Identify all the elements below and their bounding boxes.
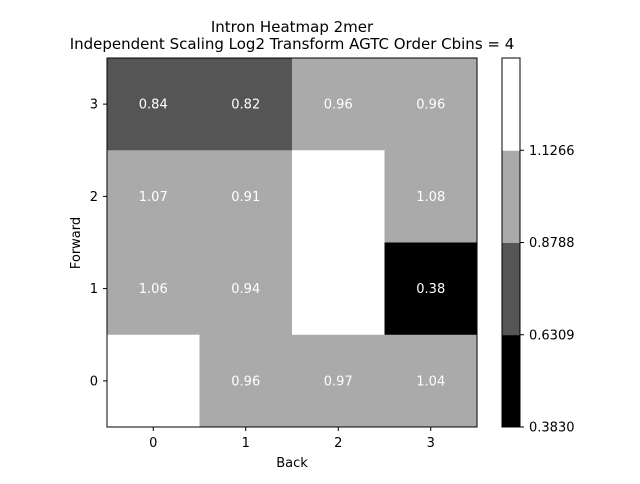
- heatmap-cell: [107, 334, 200, 428]
- cell-value-label: 1.07: [139, 190, 168, 205]
- y-axis-ticks: 0 1 2 3: [90, 98, 107, 389]
- cell-value-label: 0.94: [231, 282, 260, 297]
- x-tick-label: 1: [242, 436, 250, 451]
- x-tick-label: 0: [149, 436, 157, 451]
- y-tick-label: 0: [90, 374, 98, 389]
- colorbar-segment: [502, 334, 520, 428]
- cell-value-label: 0.91: [231, 190, 260, 205]
- cell-value-label: 0.96: [416, 98, 445, 113]
- x-tick-label: 2: [334, 436, 342, 451]
- heatmap-cells: [107, 58, 478, 428]
- heatmap-cell: [199, 334, 293, 428]
- plot-frame: [106, 57, 478, 428]
- colorbar: 0.3830 0.6309 0.8788 1.1266: [501, 57, 575, 436]
- heatmap-cell: [292, 334, 385, 428]
- heatmap-cell: [107, 58, 200, 151]
- y-axis-label: Forward: [69, 217, 84, 269]
- chart-title: Intron Heatmap 2mer: [211, 18, 374, 36]
- x-tick-label: 3: [427, 436, 435, 451]
- cell-value-label: 1.06: [139, 282, 168, 297]
- colorbar-segment: [502, 58, 520, 151]
- cell-value-label: 0.82: [231, 98, 260, 113]
- colorbar-tick-label: 0.3830: [529, 421, 575, 436]
- cell-value-label: 0.38: [416, 282, 445, 297]
- heatmap-cell: [292, 150, 385, 243]
- x-axis-ticks: 0 1 2 3: [149, 427, 435, 451]
- colorbar-tick-label: 1.1266: [529, 144, 575, 159]
- cell-value-label: 0.84: [139, 98, 168, 113]
- heatmap-cell: [384, 242, 478, 336]
- heatmap-cell: [199, 58, 293, 151]
- heatmap-cell: [107, 242, 200, 336]
- y-tick-label: 1: [90, 282, 98, 297]
- colorbar-tick-label: 0.6309: [529, 328, 575, 343]
- y-tick-label: 2: [90, 190, 98, 205]
- colorbar-segment: [502, 242, 520, 336]
- x-axis-label: Back: [276, 456, 308, 471]
- heatmap-cell: [384, 334, 478, 428]
- heatmap-cell: [199, 242, 293, 336]
- cell-value-label: 0.96: [324, 98, 353, 113]
- heatmap-cell: [384, 150, 478, 243]
- chart-subtitle: Independent Scaling Log2 Transform AGTC …: [70, 35, 515, 53]
- cell-value-label: 0.96: [231, 374, 260, 389]
- cell-value-labels: 0.84 0.82 0.96 0.96 1.07 0.91 1.08 1.06 0.94 0.38…: [139, 98, 445, 390]
- cell-value-label: 1.08: [416, 190, 445, 205]
- colorbar-tick-label: 0.8788: [529, 236, 575, 251]
- y-tick-label: 3: [90, 98, 98, 113]
- heatmap-cell: [199, 150, 293, 243]
- colorbar-segment: [502, 150, 520, 243]
- heatmap-cell: [292, 242, 385, 336]
- heatmap-cell: [107, 150, 200, 243]
- heatmap-cell: [292, 58, 385, 151]
- cell-value-label: 1.04: [416, 374, 445, 389]
- heatmap-cell: [384, 58, 478, 151]
- cell-value-label: 0.97: [324, 374, 353, 389]
